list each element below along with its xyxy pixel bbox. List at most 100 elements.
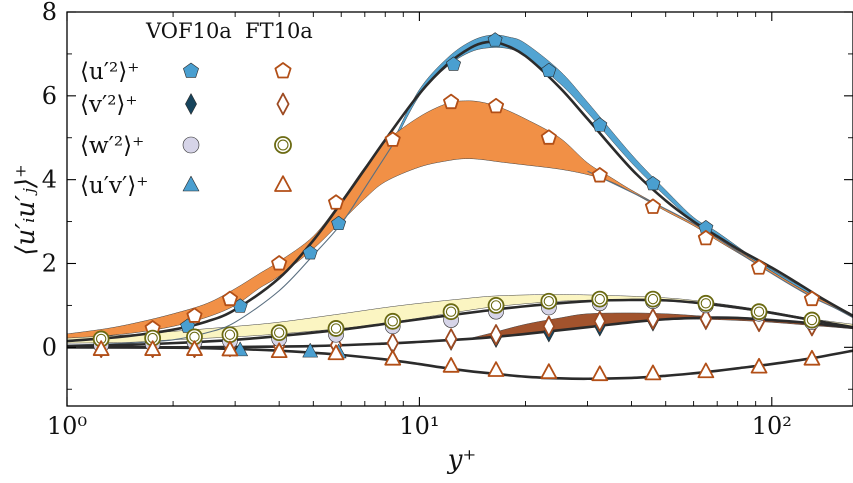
legend-marker-ft (276, 92, 290, 116)
data-point (92, 340, 110, 356)
data-point (302, 342, 319, 358)
data-point (270, 324, 288, 342)
data-point (221, 290, 238, 307)
marker-outer (591, 290, 609, 308)
marker-outer (697, 294, 715, 312)
data-point (487, 32, 503, 47)
data-point (644, 198, 661, 214)
legend-label: ⟨u′²⟩⁺ (80, 59, 139, 85)
data-point (302, 245, 318, 260)
data-point (803, 290, 820, 307)
data-point (221, 340, 239, 357)
legend: VOF10a FT10a ⟨u′²⟩⁺ ⟨v′²⟩⁺ ⟨w′²⟩⁺ ⟨u′v′⟩⁺ (80, 19, 313, 199)
marker-inner (445, 306, 457, 317)
x-axis-label: y⁺ (447, 445, 476, 475)
marker-outer (540, 292, 558, 310)
data-point (697, 229, 714, 246)
data-point (331, 215, 347, 231)
data-point (644, 364, 662, 381)
data-point (489, 324, 503, 346)
data-point (644, 290, 662, 308)
data-point (540, 129, 557, 145)
marker-outer (487, 297, 505, 314)
data-point (443, 93, 460, 110)
data-point (487, 297, 505, 314)
marker-outer (750, 303, 768, 321)
x-tick-label: 10⁰ (47, 412, 87, 440)
data-point (803, 311, 821, 329)
data-point (542, 315, 555, 338)
marker-inner (594, 293, 605, 305)
data-point (593, 310, 606, 332)
legend-marker-vof (183, 62, 199, 78)
marker-inner (543, 296, 555, 307)
data-point (697, 362, 715, 379)
legend-marker-ft (274, 62, 292, 79)
data-point (384, 131, 401, 147)
plot-frame (66, 11, 853, 407)
data-point (592, 117, 608, 132)
marker-inner (647, 293, 659, 305)
data-point (541, 62, 557, 78)
legend-label: ⟨v′²⟩⁺ (80, 92, 138, 118)
marker-inner (330, 323, 342, 334)
x-tick-label: 10² (752, 412, 792, 440)
y-tick-label: 2 (42, 249, 57, 277)
data-point (750, 303, 768, 321)
data-point (444, 328, 458, 350)
data-point (186, 340, 203, 356)
marker-inner (806, 314, 818, 326)
marker-outer (442, 303, 460, 321)
data-point (750, 357, 768, 374)
y-tick-label: 6 (42, 82, 57, 110)
data-point (446, 56, 461, 71)
marker-outer (803, 311, 821, 329)
marker-outer (327, 320, 345, 337)
legend-label: ⟨w′²⟩⁺ (80, 133, 144, 159)
marker-inner (490, 300, 502, 311)
marker-inner (387, 316, 398, 327)
y-axis-label: ⟨u′ᵢu′ⱼ⟩⁺ (11, 164, 41, 255)
data-point (540, 363, 558, 379)
y-tick-label: 0 (42, 333, 57, 361)
data-point (384, 312, 402, 330)
legend-marker-vof (182, 136, 200, 154)
marker-outer (274, 136, 292, 154)
marker-outer (384, 312, 402, 330)
data-point (540, 292, 558, 310)
reference-curve-uv (67, 346, 853, 381)
data-point (803, 349, 821, 366)
uu-ft-band (67, 100, 853, 340)
marker-outer (182, 136, 200, 154)
data-point (327, 344, 345, 361)
data-point (645, 176, 661, 191)
data-point (270, 342, 288, 359)
series-7 (92, 340, 821, 382)
data-point (221, 326, 239, 344)
data-point (751, 259, 768, 275)
data-point (186, 307, 203, 323)
marker-inner (277, 139, 289, 151)
series-5 (92, 290, 821, 348)
marker-inner (224, 329, 236, 340)
marker-outer (644, 290, 662, 308)
data-point (442, 357, 460, 373)
data-point (699, 308, 713, 330)
marker-inner (700, 298, 712, 309)
legend-marker-vof (182, 175, 200, 192)
data-point (384, 349, 402, 366)
data-point (591, 167, 608, 183)
marker-outer (221, 326, 239, 344)
data-point (488, 97, 505, 114)
data-point (186, 328, 203, 346)
legend-marker-ft (274, 175, 292, 192)
legend-marker-ft (274, 136, 292, 154)
data-point (697, 294, 715, 312)
markers-layer (92, 32, 821, 382)
data-point (328, 194, 345, 210)
data-point (487, 361, 505, 377)
marker-inner (273, 327, 285, 338)
data-point (327, 320, 345, 337)
y-tick-label: 8 (42, 0, 57, 26)
